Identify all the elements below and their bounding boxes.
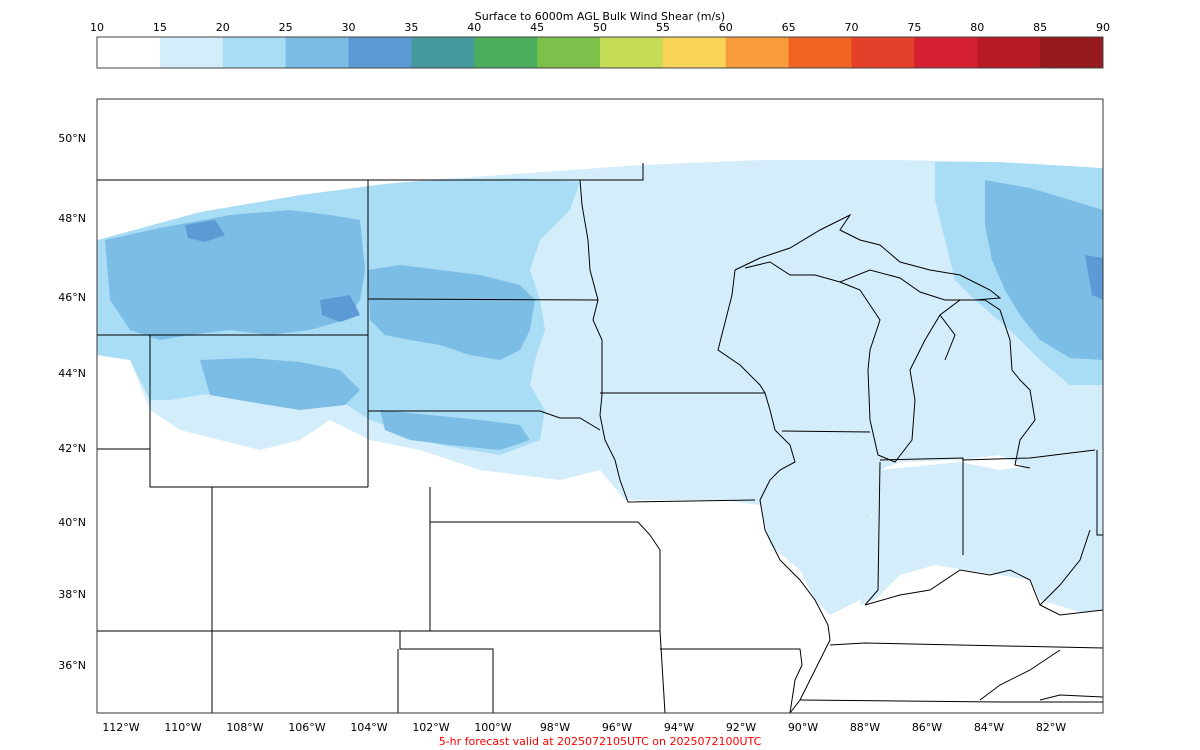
longitude-label: 106°W [288,721,325,734]
shear-region-25-30-nebraska [380,410,530,450]
colorbar-tick-label: 90 [1096,21,1110,34]
colorbar-tick-label: 55 [656,21,670,34]
shear-fill-layer [97,160,1103,615]
colorbar-tick-label: 75 [907,21,921,34]
longitude-label: 102°W [412,721,449,734]
colorbar-swatch-50-55 [600,37,664,68]
colorbar-tick-label: 45 [530,21,544,34]
political-boundaries [97,163,1104,714]
colorbar-tick-label: 40 [467,21,481,34]
shear-region-30-35-ontario [1085,255,1103,300]
longitude-label: 86°W [912,721,942,734]
colorbar-tick-label: 70 [845,21,859,34]
longitude-label: 98°W [540,721,570,734]
shear-region-15-20-illinois [760,500,875,615]
colorbar-swatch-60-65 [725,37,790,68]
colorbar-swatch-10-15 [97,37,161,68]
longitude-label: 96°W [602,721,632,734]
map-frame [96,98,1104,714]
colorbar-tick-labels: 10 15 20 25 30 35 40 45 50 55 60 65 70 75 80 85 90 [90,21,1110,34]
colorbar-swatch-80-85 [977,37,1041,68]
longitude-label: 100°W [474,721,511,734]
latitude-labels: 50°N 48°N 46°N 44°N 42°N 40°N 38°N 36°N [58,132,86,672]
colorbar: Surface to 6000m AGL Bulk Wind Shear (m/… [90,10,1110,69]
latitude-label: 48°N [58,212,86,225]
latitude-label: 50°N [58,132,86,145]
shear-region-25-30-ontario [985,180,1103,360]
shear-region-30-35-montana-a [185,220,225,242]
colorbar-swatches [97,37,1104,68]
longitude-labels: 112°W 110°W 108°W 106°W 104°W 102°W 100°W 98°W 9… [102,721,1066,734]
colorbar-tick-label: 10 [90,21,104,34]
colorbar-swatch-70-75 [851,37,915,68]
colorbar-swatch-40-45 [474,37,538,68]
map-panel [96,98,1104,714]
longitude-label: 82°W [1036,721,1066,734]
longitude-label: 108°W [226,721,263,734]
colorbar-tick-label: 25 [279,21,293,34]
longitude-label: 110°W [164,721,201,734]
colorbar-swatch-25-30 [285,37,349,68]
longitude-label: 92°W [726,721,756,734]
longitude-label: 90°W [788,721,818,734]
colorbar-swatch-65-70 [788,37,852,68]
colorbar-tick-label: 15 [153,21,167,34]
latitude-label: 38°N [58,588,86,601]
colorbar-tick-label: 65 [782,21,796,34]
colorbar-tick-label: 35 [404,21,418,34]
shear-region-15-20-ohio-valley [860,452,1103,612]
colorbar-tick-label: 30 [342,21,356,34]
colorbar-swatch-45-50 [537,37,601,68]
longitude-label: 84°W [974,721,1004,734]
latitude-label: 42°N [58,442,86,455]
colorbar-swatch-30-35 [348,37,412,68]
shear-region-30-35-montana-b [320,295,360,322]
colorbar-frame [96,36,1104,69]
latitude-label: 36°N [58,659,86,672]
latitude-label: 44°N [58,367,86,380]
longitude-label: 94°W [664,721,694,734]
longitude-label: 112°W [102,721,139,734]
colorbar-tick-label: 50 [593,21,607,34]
latitude-label: 40°N [58,516,86,529]
colorbar-swatch-15-20 [159,37,224,68]
longitude-label: 88°W [850,721,880,734]
longitude-label: 104°W [350,721,387,734]
colorbar-swatch-20-25 [222,37,287,68]
colorbar-tick-label: 60 [719,21,733,34]
forecast-domain-mask [97,99,1103,240]
shear-region-25-30-dakotas [368,265,535,360]
colorbar-tick-label: 20 [216,21,230,34]
shear-region-25-30-wyoming [200,358,360,410]
colorbar-swatch-85-90 [1040,37,1104,68]
colorbar-title: Surface to 6000m AGL Bulk Wind Shear (m/… [475,10,725,23]
colorbar-swatch-55-60 [662,37,727,68]
colorbar-swatch-75-80 [914,37,978,68]
colorbar-swatch-35-40 [411,37,475,68]
shear-region-25-30-montana [105,210,365,340]
forecast-caption: 5-hr forecast valid at 2025072105UTC on … [439,735,762,748]
colorbar-tick-label: 80 [970,21,984,34]
latitude-label: 46°N [58,291,86,304]
colorbar-tick-label: 85 [1033,21,1047,34]
